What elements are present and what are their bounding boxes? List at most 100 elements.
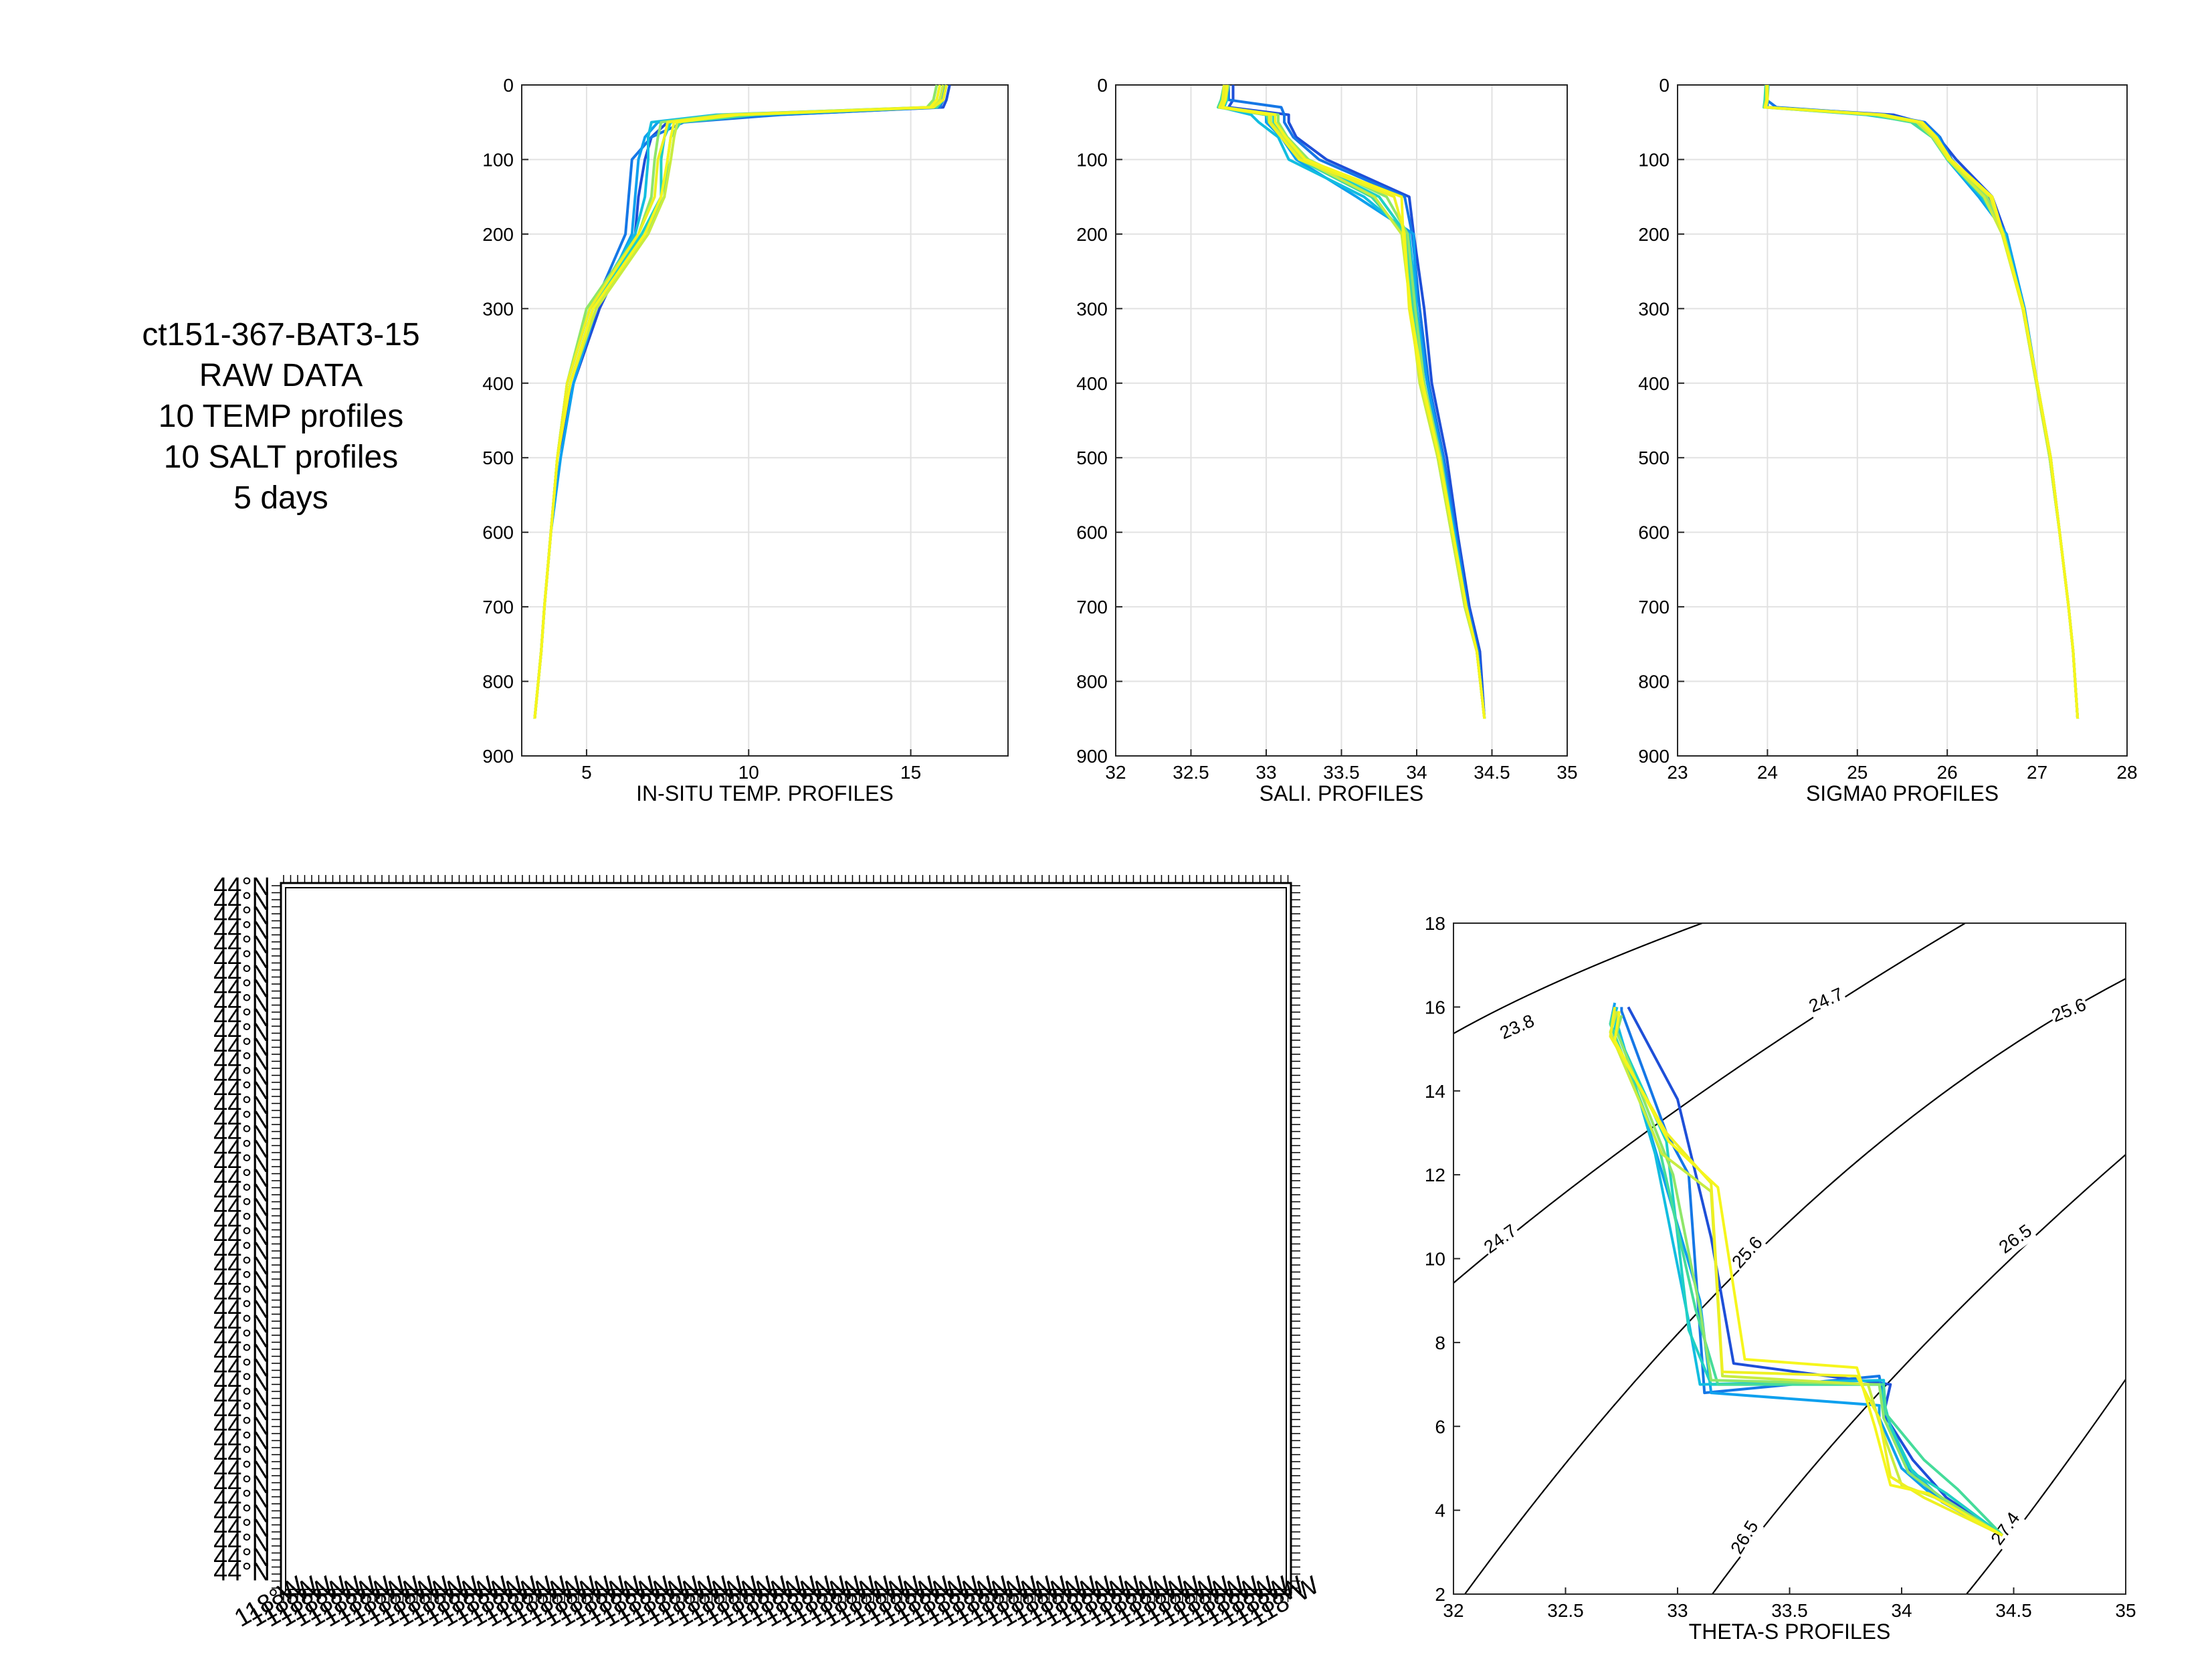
map-lat-label: 44°N <box>213 1238 270 1266</box>
y-tick-label: 10 <box>1425 1249 1445 1270</box>
y-tick-label: 500 <box>482 448 514 468</box>
profile-line-4 <box>1765 84 2080 719</box>
map-lat-label: 44°N <box>213 1413 270 1441</box>
y-tick-label: 800 <box>1638 672 1670 692</box>
map-lat-label: 44°N <box>213 1267 270 1295</box>
x-axis-label: IN-SITU TEMP. PROFILES <box>636 781 894 805</box>
info-line-salt-count: 10 SALT profiles <box>163 440 399 475</box>
map-lat-label: 44°N <box>213 1500 270 1528</box>
x-tick-label: 27 <box>2027 762 2047 783</box>
contour-label-bg <box>1495 1009 1539 1045</box>
map-lat-label: 44°N <box>213 1559 270 1587</box>
sigma0-profile-chart: 23 24 25 26 27 28 0 100 200 300 400 500 600 700 800 900… <box>1638 75 2137 805</box>
contour-label-bg <box>1804 982 1848 1018</box>
theta-s-line-10 <box>1613 1011 2003 1537</box>
density-contour-1 <box>1453 923 1703 1034</box>
profile-line-9 <box>1763 85 2080 719</box>
map-lat-label: 44°N <box>213 1208 270 1236</box>
profile-line-9 <box>1218 84 1486 719</box>
profile-line-2 <box>1227 85 1486 719</box>
y-tick-label: 900 <box>1638 746 1670 767</box>
profile-line-8 <box>1763 85 2080 719</box>
x-tick-label: 33 <box>1255 762 1276 783</box>
y-tick-label: 100 <box>1076 149 1108 170</box>
profile-line-2 <box>1764 84 2080 719</box>
x-tick-label: 15 <box>900 762 921 783</box>
y-tick-label: 0 <box>503 75 514 96</box>
map-lat-label: 44°N <box>213 1442 270 1470</box>
y-tick-label: 700 <box>1638 597 1670 617</box>
y-tick-label: 500 <box>1076 448 1108 468</box>
y-tick-label: 4 <box>1435 1500 1445 1521</box>
map-lat-label: 44°N <box>213 1106 270 1135</box>
x-tick-label: 33 <box>1667 1600 1688 1621</box>
x-tick-label: 35 <box>2115 1600 2136 1621</box>
y-tick-label: 16 <box>1425 997 1445 1017</box>
density-contour-4 <box>1712 1154 2126 1594</box>
theta-s-line-8 <box>1609 1010 2003 1537</box>
theta-s-line-1 <box>1627 1006 2003 1537</box>
x-tick-label: 33.5 <box>1323 762 1360 783</box>
map-lat-label: 44°N <box>213 873 270 901</box>
theta-s-line-7 <box>1615 1015 2003 1537</box>
map-lat-label: 44°N <box>213 1281 270 1309</box>
map-lat-label: 44°N <box>213 916 270 945</box>
map-panel: 44°N44°N44°N44°N44°N44°N44°N44°N44°N44°N… <box>213 873 1324 1633</box>
y-tick-label: 500 <box>1638 448 1670 468</box>
x-tick-label: 23 <box>1667 762 1688 783</box>
map-lat-label: 44°N <box>213 1223 270 1251</box>
y-tick-label: 200 <box>1076 224 1108 245</box>
map-lat-label: 44°N <box>213 1135 270 1163</box>
y-tick-label: 600 <box>482 522 514 543</box>
map-lat-label: 44°N <box>213 1515 270 1543</box>
y-tick-label: 6 <box>1435 1416 1445 1437</box>
profile-line-8 <box>533 84 945 719</box>
y-tick-label: 14 <box>1425 1081 1445 1102</box>
y-tick-label: 12 <box>1425 1165 1445 1185</box>
y-tick-label: 300 <box>1076 298 1108 319</box>
density-contour-5 <box>1966 1379 2126 1594</box>
profile-line-10 <box>1221 84 1486 719</box>
profile-line-2 <box>533 85 945 719</box>
theta-s-line-4 <box>1613 1006 2003 1537</box>
map-lat-label: 44°N <box>213 1398 270 1426</box>
y-tick-label: 900 <box>482 746 514 767</box>
theta-s-chart: 23.824.724.725.625.6 26.526.5 27.432 32.5 33… <box>1425 913 2136 1644</box>
contour-label-bg <box>1478 1218 1522 1260</box>
map-lat-label: 44°N <box>213 1325 270 1353</box>
map-lat-label: 44°N <box>213 961 270 989</box>
y-tick-label: 800 <box>482 672 514 692</box>
map-lat-label: 44°N <box>213 1179 270 1207</box>
y-tick-label: 200 <box>482 224 514 245</box>
profile-info: ct151-367-BAT3-15 RAW DATA 10 TEMP profi… <box>100 314 462 518</box>
x-tick-label: 32.5 <box>1547 1600 1584 1621</box>
profile-line-5 <box>1765 85 2080 719</box>
map-lat-label: 44°N <box>213 1544 270 1572</box>
x-tick-label: 33.5 <box>1771 1600 1808 1621</box>
map-lat-label: 44°N <box>213 1034 270 1062</box>
y-tick-label: 600 <box>1638 522 1670 543</box>
y-tick-label: 400 <box>1076 373 1108 394</box>
x-axis-label: THETA-S PROFILES <box>1689 1620 1891 1644</box>
profile-line-1 <box>1766 85 2080 719</box>
x-tick-label: 32.5 <box>1173 762 1209 783</box>
y-tick-label: 800 <box>1076 672 1108 692</box>
y-tick-label: 400 <box>1638 373 1670 394</box>
y-tick-label: 8 <box>1435 1333 1445 1353</box>
contour-label-bg <box>1993 1218 2037 1260</box>
map-lat-label: 44°N <box>213 1456 270 1484</box>
map-frame <box>280 882 1292 1595</box>
x-tick-label: 26 <box>1937 762 1958 783</box>
info-line-raw-data: RAW DATA <box>199 358 363 393</box>
profile-line-4 <box>533 84 942 719</box>
contour-label-bg <box>2047 992 2091 1028</box>
y-tick-label: 100 <box>1638 149 1670 170</box>
map-lat-label: 44°N <box>213 1383 270 1411</box>
map-lat-label: 44°N <box>213 1296 270 1324</box>
info-line-cruise: ct151-367-BAT3-15 <box>142 317 420 353</box>
x-tick-label: 10 <box>738 762 759 783</box>
profile-line-10 <box>1764 85 2080 719</box>
x-tick-label: 34 <box>1406 762 1427 783</box>
map-lat-label: 44°N <box>213 1077 270 1105</box>
